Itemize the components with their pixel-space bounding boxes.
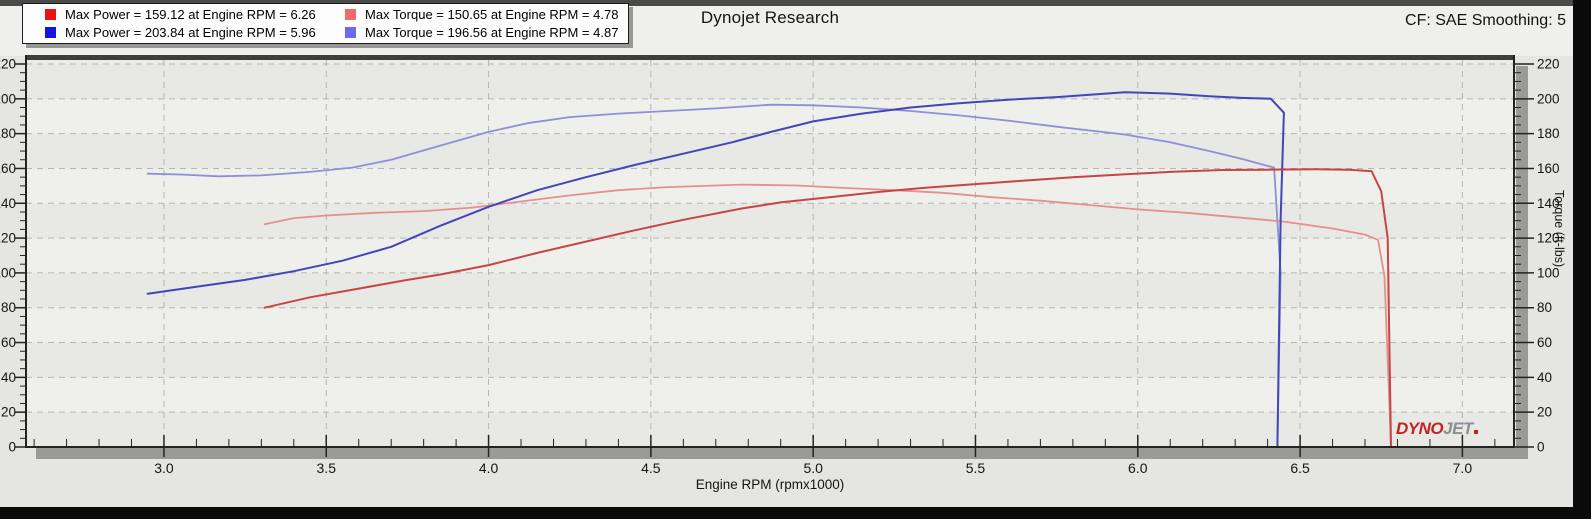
plot-band [26, 203, 1514, 239]
y-tick-label-left: 160 [0, 161, 16, 176]
y-tick-label-left: 180 [0, 126, 16, 141]
legend-swatch-icon [345, 26, 356, 38]
y-tick-label-right: 40 [1537, 370, 1552, 385]
frame-shadow-bottom [36, 448, 1528, 459]
series-run2-power [146, 91, 1285, 446]
x-tick-label: 6.0 [1128, 460, 1148, 476]
legend-box: Max Power = 159.12 at Engine RPM = 6.26 M… [22, 3, 629, 44]
legend-label: Max Torque = 150.65 at Engine RPM = 4.78 [365, 7, 619, 23]
plot-band [26, 272, 1514, 308]
x-axis-title: Engine RPM (rpmx1000) [695, 477, 845, 492]
y-tick-label-right: 180 [1537, 126, 1560, 141]
y-tick-label-right: 60 [1537, 335, 1552, 350]
legend-label: Max Power = 203.84 at Engine RPM = 5.96 [65, 24, 316, 40]
frame-shadow-right [1516, 66, 1528, 459]
plot-band [26, 238, 1514, 273]
dynojet-logo-dyno: DYNO [1396, 419, 1444, 438]
plot-band [26, 377, 1514, 413]
legend-swatch-icon [345, 9, 356, 21]
legend-swatch-icon [45, 9, 56, 21]
plot-band [26, 64, 1514, 99]
series-run2-torque [146, 103, 1282, 446]
x-tick-label: 4.5 [641, 460, 661, 476]
y-tick-label-right: 0 [1537, 440, 1545, 455]
legend-entry: Max Power = 159.12 at Engine RPM = 6.26 [45, 6, 345, 23]
plot-band [26, 307, 1514, 343]
x-tick-label: 5.0 [803, 460, 823, 476]
y-tick-label-right: 160 [1537, 161, 1560, 176]
plot-frame-top [26, 55, 1514, 60]
series-run1-power [263, 168, 1392, 446]
y-tick-label-left: 80 [1, 300, 16, 315]
y-tick-label-left: 200 [0, 91, 16, 106]
y-tick-label-left: 0 [8, 440, 16, 455]
legend-entry: Max Torque = 196.56 at Engine RPM = 4.87 [345, 24, 645, 41]
dynojet-logo-mark [1473, 430, 1478, 434]
y-tick-label-left: 20 [1, 405, 16, 420]
y-tick-label-right: 100 [1537, 265, 1560, 280]
y-tick-label-right: 200 [1537, 91, 1560, 106]
y-tick-label-right: 140 [1537, 196, 1560, 211]
plot-band [26, 133, 1514, 169]
x-tick-label: 3.5 [317, 460, 337, 476]
legend-label: Max Torque = 196.56 at Engine RPM = 4.87 [365, 24, 619, 40]
y-tick-label-right: 120 [1537, 231, 1560, 246]
x-tick-label: 5.5 [966, 460, 986, 476]
top-edge-strip [0, 0, 1591, 6]
x-tick-label: 3.0 [154, 460, 174, 476]
plot-band [26, 342, 1514, 378]
y-axis-title-torque: Torque (ft-lbs) [1552, 190, 1566, 268]
plot-band [26, 412, 1514, 447]
y-tick-label-left: 60 [1, 335, 16, 350]
y-tick-label-left: 120 [0, 231, 16, 246]
y-tick-label-right: 220 [1537, 57, 1560, 72]
dynojet-logo-jet: JET [1443, 419, 1473, 438]
y-tick-label-right: 80 [1537, 300, 1552, 315]
x-tick-label: 6.5 [1290, 460, 1310, 476]
y-tick-label-left: 100 [0, 265, 16, 280]
right-edge-strip [1573, 0, 1591, 519]
x-tick-label: 7.0 [1453, 460, 1473, 476]
smoothing-info-label: CF: SAE Smoothing: 5 [1405, 12, 1566, 29]
y-tick-label-left: 220 [0, 57, 16, 72]
y-tick-label-left: 140 [0, 196, 16, 211]
dynojet-logo: DYNOJET [1396, 419, 1478, 439]
y-tick-label-left: 40 [1, 370, 16, 385]
bottom-edge-strip [0, 507, 1591, 519]
legend-entry: Max Power = 203.84 at Engine RPM = 5.96 [45, 24, 345, 41]
legend-label: Max Power = 159.12 at Engine RPM = 6.26 [65, 7, 316, 23]
legend-swatch-icon [45, 26, 56, 38]
legend-entry: Max Torque = 150.65 at Engine RPM = 4.78 [345, 6, 645, 23]
page-title: Dynojet Research [700, 8, 840, 27]
x-tick-label: 4.0 [479, 460, 499, 476]
y-tick-label-right: 20 [1537, 405, 1552, 420]
